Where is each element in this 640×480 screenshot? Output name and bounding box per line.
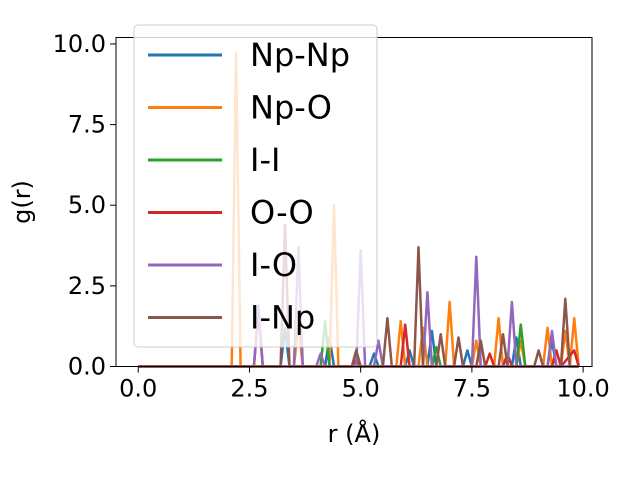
y-axis-label: g(r) xyxy=(8,180,36,224)
x-tick-label: 2.5 xyxy=(230,375,268,403)
legend: Np-Np Np-O I-I O-O I-O I-Np xyxy=(133,24,378,348)
x-tick-label: 0.0 xyxy=(119,375,157,403)
y-tick-label: 5.0 xyxy=(68,191,106,219)
x-tick-label: 10.0 xyxy=(556,375,609,403)
legend-label: O-O xyxy=(250,194,314,232)
y-tick-label: 10.0 xyxy=(53,30,106,58)
x-axis-ticks: 0.0 2.5 5.0 7.5 10.0 xyxy=(119,366,610,403)
legend-entries: Np-Np Np-O I-I O-O I-O I-Np xyxy=(148,36,350,337)
x-tick-label: 5.0 xyxy=(342,375,380,403)
x-axis-label: r (Å) xyxy=(328,419,381,448)
legend-label: I-Np xyxy=(250,299,315,337)
legend-label: Np-O xyxy=(250,89,332,127)
x-tick-label: 7.5 xyxy=(453,375,491,403)
y-axis-ticks: 0.0 2.5 5.0 7.5 10.0 xyxy=(53,30,116,381)
legend-label: Np-Np xyxy=(250,36,350,74)
y-tick-label: 7.5 xyxy=(68,111,106,139)
legend-label: I-I xyxy=(250,141,280,179)
y-tick-label: 2.5 xyxy=(68,272,106,300)
legend-label: I-O xyxy=(250,246,297,284)
y-tick-label: 0.0 xyxy=(68,353,106,381)
